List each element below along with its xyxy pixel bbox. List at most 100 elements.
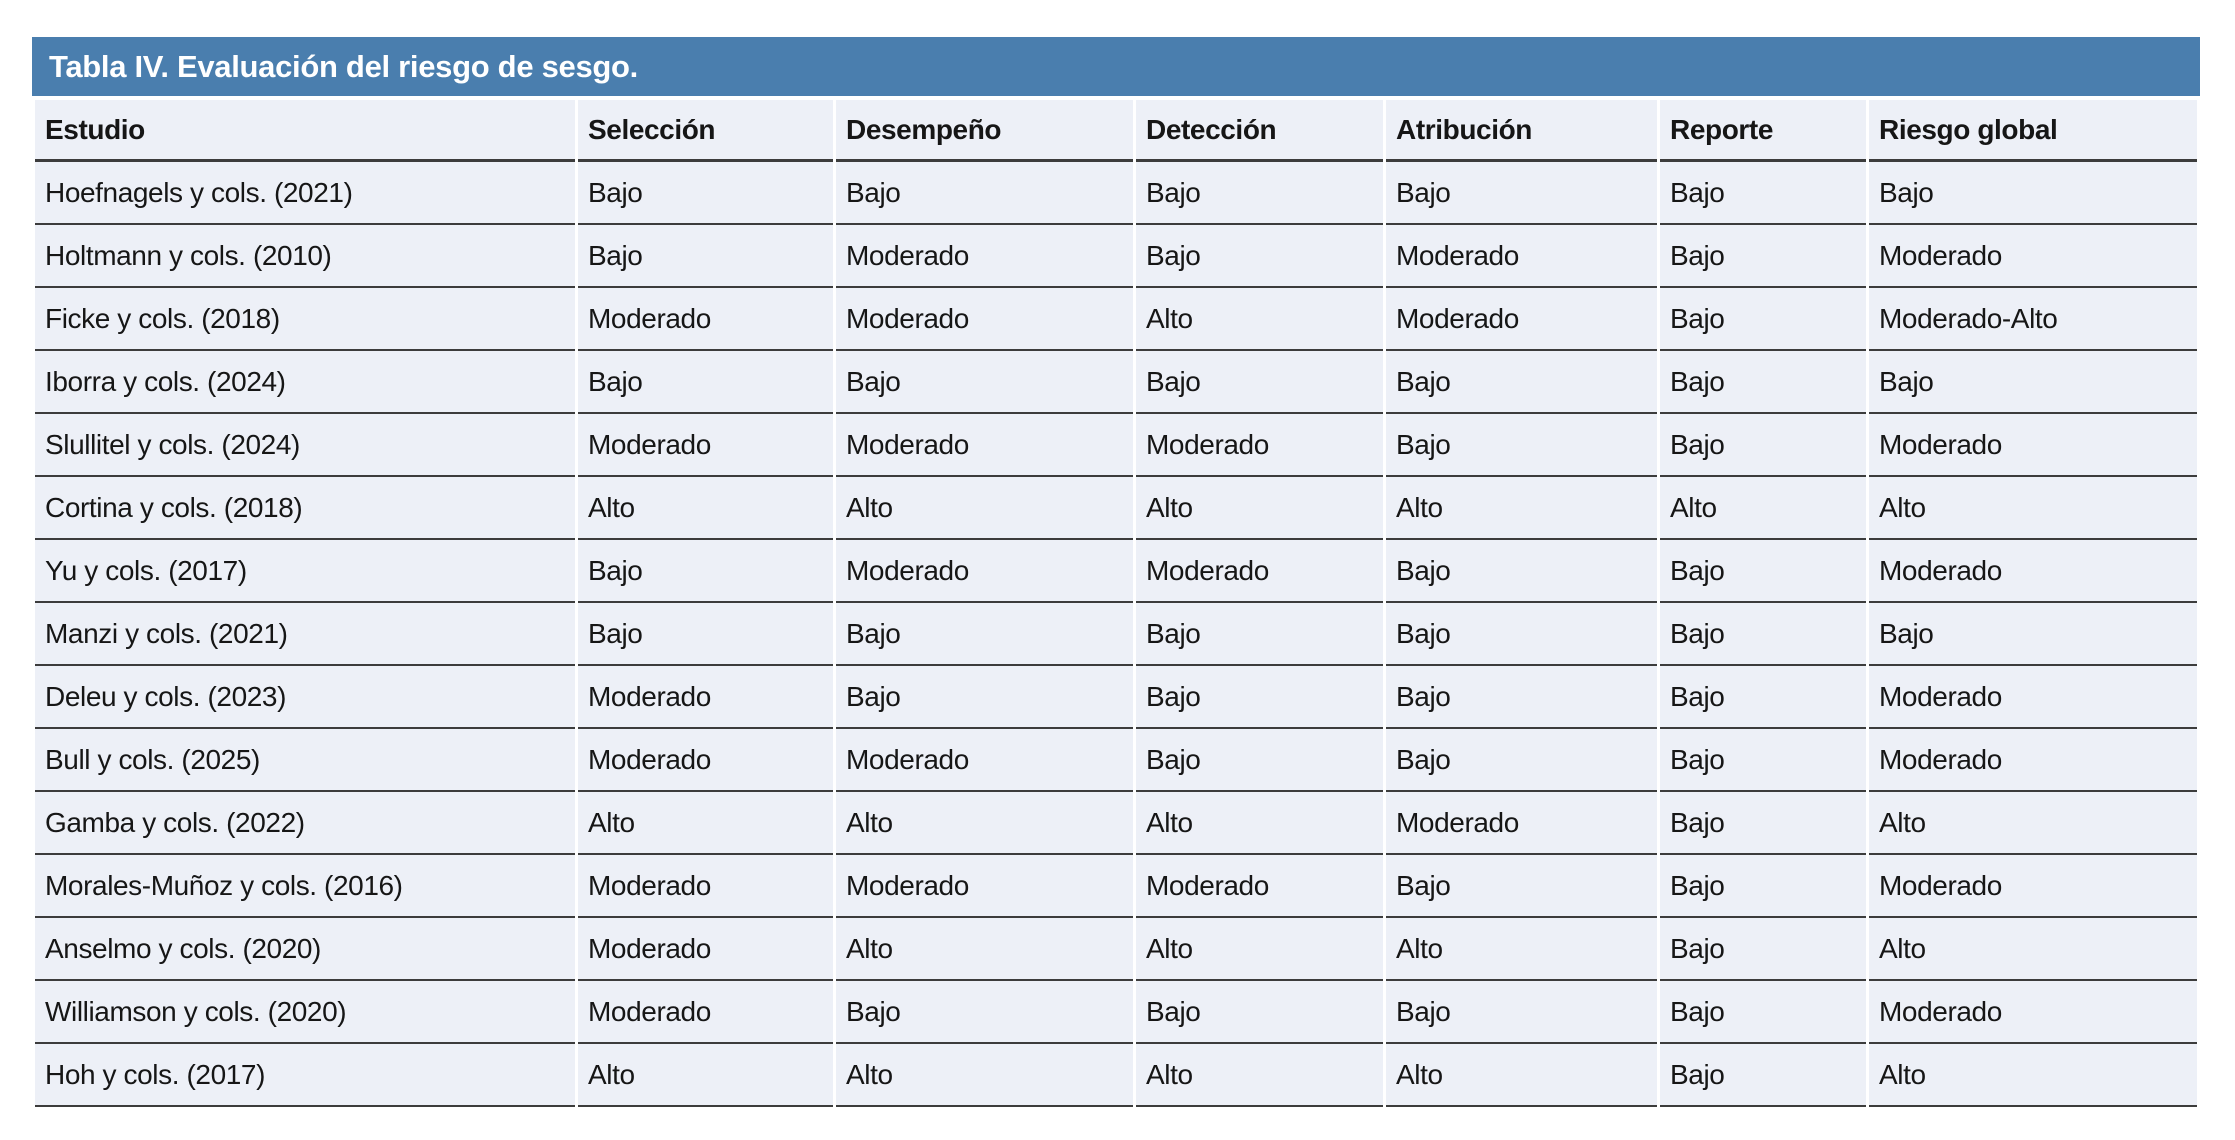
table-row: Cortina y cols. (2018) Alto Alto Alto Alto Al… xyxy=(35,477,2197,540)
column-header-desempeno: Desempeño xyxy=(836,100,1133,162)
cell-reporte: Bajo xyxy=(1660,666,1866,729)
cell-seleccion: Alto xyxy=(578,792,833,855)
table-row: Deleu y cols. (2023) Moderado Bajo Bajo Bajo… xyxy=(35,666,2197,729)
table-row: Hoh y cols. (2017) Alto Alto Alto Alto Bajo Al… xyxy=(35,1044,2197,1107)
cell-riesgo-global: Moderado xyxy=(1869,855,2197,918)
table-row: Anselmo y cols. (2020) Moderado Alto Alto Al… xyxy=(35,918,2197,981)
cell-reporte: Bajo xyxy=(1660,540,1866,603)
cell-atribucion: Bajo xyxy=(1386,603,1657,666)
cell-desempeno: Bajo xyxy=(836,981,1133,1044)
risk-of-bias-table: Estudio Selección Desempeño Detección At… xyxy=(32,100,2200,1107)
cell-reporte: Bajo xyxy=(1660,792,1866,855)
cell-seleccion: Bajo xyxy=(578,603,833,666)
table-body: Hoefnagels y cols. (2021) Bajo Bajo Bajo Baj… xyxy=(35,162,2197,1107)
cell-riesgo-global: Bajo xyxy=(1869,351,2197,414)
table-title-bar: Tabla IV. Evaluación del riesgo de sesgo… xyxy=(32,37,2200,96)
cell-seleccion: Moderado xyxy=(578,855,833,918)
table-container: Tabla IV. Evaluación del riesgo de sesgo… xyxy=(32,37,2200,1107)
cell-deteccion: Bajo xyxy=(1136,603,1383,666)
cell-atribucion: Moderado xyxy=(1386,792,1657,855)
cell-reporte: Alto xyxy=(1660,477,1866,540)
cell-estudio: Ficke y cols. (2018) xyxy=(35,288,575,351)
cell-estudio: Manzi y cols. (2021) xyxy=(35,603,575,666)
cell-desempeno: Alto xyxy=(836,1044,1133,1107)
cell-deteccion: Bajo xyxy=(1136,666,1383,729)
cell-reporte: Bajo xyxy=(1660,981,1866,1044)
cell-estudio: Gamba y cols. (2022) xyxy=(35,792,575,855)
cell-deteccion: Moderado xyxy=(1136,855,1383,918)
cell-reporte: Bajo xyxy=(1660,918,1866,981)
column-header-reporte: Reporte xyxy=(1660,100,1866,162)
cell-atribucion: Moderado xyxy=(1386,288,1657,351)
cell-atribucion: Alto xyxy=(1386,918,1657,981)
cell-riesgo-global: Bajo xyxy=(1869,603,2197,666)
cell-reporte: Bajo xyxy=(1660,603,1866,666)
cell-atribucion: Bajo xyxy=(1386,540,1657,603)
cell-desempeno: Bajo xyxy=(836,162,1133,225)
column-header-estudio: Estudio xyxy=(35,100,575,162)
cell-estudio: Morales-Muñoz y cols. (2016) xyxy=(35,855,575,918)
cell-riesgo-global: Alto xyxy=(1869,918,2197,981)
table-row: Morales-Muñoz y cols. (2016) Moderado Mode… xyxy=(35,855,2197,918)
cell-deteccion: Alto xyxy=(1136,288,1383,351)
table-row: Bull y cols. (2025) Moderado Moderado Bajo B… xyxy=(35,729,2197,792)
column-header-deteccion: Detección xyxy=(1136,100,1383,162)
cell-atribucion: Alto xyxy=(1386,1044,1657,1107)
cell-desempeno: Moderado xyxy=(836,225,1133,288)
column-header-riesgo-global: Riesgo global xyxy=(1869,100,2197,162)
cell-riesgo-global: Moderado xyxy=(1869,540,2197,603)
cell-desempeno: Alto xyxy=(836,792,1133,855)
cell-seleccion: Moderado xyxy=(578,918,833,981)
table-row: Manzi y cols. (2021) Bajo Bajo Bajo Bajo Bajo… xyxy=(35,603,2197,666)
table-row: Yu y cols. (2017) Bajo Moderado Moderado Baj… xyxy=(35,540,2197,603)
cell-deteccion: Alto xyxy=(1136,918,1383,981)
cell-estudio: Iborra y cols. (2024) xyxy=(35,351,575,414)
cell-desempeno: Moderado xyxy=(836,288,1133,351)
cell-deteccion: Alto xyxy=(1136,1044,1383,1107)
cell-desempeno: Alto xyxy=(836,918,1133,981)
cell-deteccion: Alto xyxy=(1136,477,1383,540)
column-header-atribucion: Atribución xyxy=(1386,100,1657,162)
cell-desempeno: Moderado xyxy=(836,729,1133,792)
cell-atribucion: Alto xyxy=(1386,477,1657,540)
cell-deteccion: Moderado xyxy=(1136,540,1383,603)
cell-estudio: Deleu y cols. (2023) xyxy=(35,666,575,729)
cell-seleccion: Bajo xyxy=(578,225,833,288)
cell-deteccion: Bajo xyxy=(1136,225,1383,288)
cell-riesgo-global: Bajo xyxy=(1869,162,2197,225)
cell-desempeno: Bajo xyxy=(836,351,1133,414)
cell-riesgo-global: Moderado xyxy=(1869,981,2197,1044)
cell-desempeno: Moderado xyxy=(836,540,1133,603)
cell-seleccion: Bajo xyxy=(578,351,833,414)
cell-desempeno: Bajo xyxy=(836,666,1133,729)
cell-riesgo-global: Moderado-Alto xyxy=(1869,288,2197,351)
cell-estudio: Hoh y cols. (2017) xyxy=(35,1044,575,1107)
cell-riesgo-global: Moderado xyxy=(1869,414,2197,477)
cell-atribucion: Bajo xyxy=(1386,981,1657,1044)
cell-estudio: Williamson y cols. (2020) xyxy=(35,981,575,1044)
cell-atribucion: Bajo xyxy=(1386,351,1657,414)
cell-riesgo-global: Alto xyxy=(1869,792,2197,855)
table-row: Holtmann y cols. (2010) Bajo Moderado Bajo M… xyxy=(35,225,2197,288)
cell-reporte: Bajo xyxy=(1660,729,1866,792)
cell-seleccion: Alto xyxy=(578,1044,833,1107)
cell-deteccion: Alto xyxy=(1136,792,1383,855)
table-row: Iborra y cols. (2024) Bajo Bajo Bajo Bajo Baj… xyxy=(35,351,2197,414)
cell-reporte: Bajo xyxy=(1660,225,1866,288)
cell-reporte: Bajo xyxy=(1660,414,1866,477)
table-row: Ficke y cols. (2018) Moderado Moderado Alto… xyxy=(35,288,2197,351)
cell-atribucion: Bajo xyxy=(1386,414,1657,477)
cell-estudio: Hoefnagels y cols. (2021) xyxy=(35,162,575,225)
cell-seleccion: Moderado xyxy=(578,288,833,351)
cell-desempeno: Moderado xyxy=(836,414,1133,477)
cell-seleccion: Alto xyxy=(578,477,833,540)
cell-deteccion: Bajo xyxy=(1136,162,1383,225)
cell-reporte: Bajo xyxy=(1660,1044,1866,1107)
cell-deteccion: Bajo xyxy=(1136,981,1383,1044)
cell-deteccion: Moderado xyxy=(1136,414,1383,477)
table-row: Williamson y cols. (2020) Moderado Bajo Baj… xyxy=(35,981,2197,1044)
table-title: Tabla IV. Evaluación del riesgo de sesgo… xyxy=(49,48,638,84)
cell-estudio: Yu y cols. (2017) xyxy=(35,540,575,603)
cell-riesgo-global: Moderado xyxy=(1869,729,2197,792)
cell-atribucion: Bajo xyxy=(1386,729,1657,792)
